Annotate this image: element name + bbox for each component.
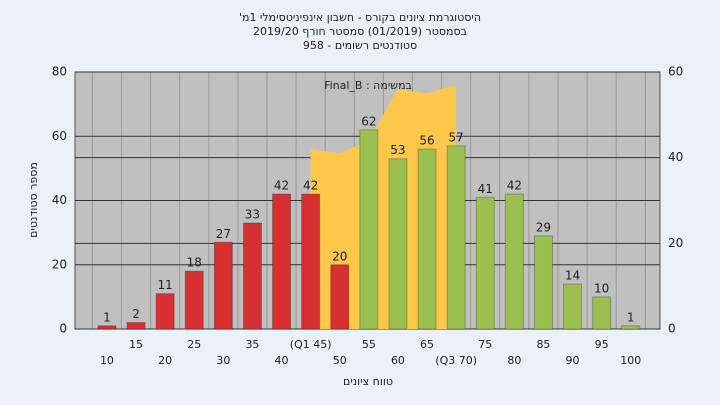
data-label: 33 <box>245 207 260 221</box>
x-tick-label: 15 <box>129 338 143 351</box>
bar <box>359 129 379 330</box>
bar <box>126 322 146 330</box>
bar <box>242 222 262 330</box>
x-tick-label: (Q1 45) <box>290 338 332 351</box>
bar <box>184 270 204 330</box>
y-tick-label: 60 <box>52 129 67 143</box>
data-label: 18 <box>187 256 202 270</box>
x-tick-label: 95 <box>595 338 609 351</box>
x-tick-label: 25 <box>187 338 201 351</box>
bar <box>563 283 583 330</box>
title-line: סטודנטים רשומים - 958 <box>303 39 417 52</box>
bar <box>504 193 524 330</box>
x-tick-label: 55 <box>362 338 376 351</box>
y2-tick-label: 40 <box>668 150 683 164</box>
data-label: 20 <box>332 249 347 263</box>
data-label: 41 <box>478 182 493 196</box>
x-tick-label: 100 <box>620 354 641 367</box>
x-tick-label: 80 <box>507 354 521 367</box>
bar <box>272 193 292 330</box>
bar <box>621 325 641 330</box>
x-tick-label: 65 <box>420 338 434 351</box>
data-label: 10 <box>594 281 609 295</box>
y2-tick-label: 0 <box>668 322 676 336</box>
x-tick-label: 50 <box>333 354 347 367</box>
x-tick-label: 35 <box>245 338 259 351</box>
x-tick-label: 30 <box>216 354 230 367</box>
bar <box>155 293 175 330</box>
y-tick-label: 20 <box>52 257 67 271</box>
x-tick-label: 90 <box>566 354 580 367</box>
data-label: 29 <box>536 220 551 234</box>
bar <box>213 241 233 330</box>
data-label: 42 <box>274 179 289 193</box>
x-tick-label: 60 <box>391 354 405 367</box>
data-label: 1 <box>627 310 635 324</box>
y-tick-label: 40 <box>52 193 67 207</box>
bar <box>301 193 321 330</box>
data-label: 14 <box>565 269 580 283</box>
bar <box>388 158 408 330</box>
bar <box>533 235 553 330</box>
title-line: בסמסטר (01/2019) סמסטר חורף 2019/20 <box>253 25 467 38</box>
annotation: Final_B : במשימה <box>324 79 412 92</box>
x-tick-label: 75 <box>478 338 492 351</box>
title-line: היסטוגרמת ציונים בקורס - חשבון אינפיניטס… <box>239 11 481 24</box>
y-tick-label: 80 <box>52 65 67 79</box>
data-label: 1 <box>103 310 111 324</box>
data-label: 62 <box>361 114 376 128</box>
bar <box>475 196 495 330</box>
y-tick-label: 0 <box>59 322 67 336</box>
x-tick-label: (Q3 70) <box>435 354 477 367</box>
data-label: 53 <box>390 143 405 157</box>
bar <box>446 145 466 330</box>
bar <box>417 148 437 330</box>
data-label: 11 <box>158 278 173 292</box>
bar <box>330 264 350 330</box>
x-axis-label: טווח ציונים <box>343 375 393 388</box>
bar <box>592 296 612 330</box>
x-tick-label: 20 <box>158 354 172 367</box>
data-label: 42 <box>303 179 318 193</box>
data-label: 2 <box>132 307 140 321</box>
data-label: 57 <box>449 130 464 144</box>
data-label: 42 <box>507 179 522 193</box>
y2-tick-label: 60 <box>668 65 683 79</box>
y2-tick-label: 20 <box>668 236 683 250</box>
data-label: 27 <box>216 227 231 241</box>
bar <box>97 325 117 330</box>
y-axis-label: מספר סטודנטים <box>27 162 40 238</box>
x-tick-label: 40 <box>275 354 289 367</box>
x-tick-label: 85 <box>536 338 550 351</box>
data-label: 56 <box>419 134 434 148</box>
x-tick-label: 10 <box>100 354 114 367</box>
